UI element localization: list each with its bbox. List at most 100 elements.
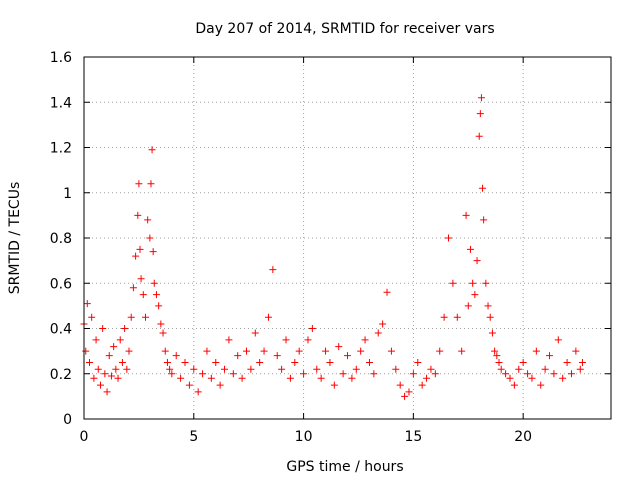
y-tick-label: 0.8 [50, 231, 72, 247]
data-point [123, 365, 131, 373]
y-tick-label: 1 [63, 186, 72, 202]
data-point [242, 347, 250, 355]
data-point [141, 313, 149, 321]
data-point [273, 352, 281, 360]
data-point [118, 358, 126, 366]
data-point [185, 381, 193, 389]
y-tick-label: 1.2 [50, 141, 72, 157]
data-point [466, 245, 474, 253]
data-point [247, 365, 255, 373]
data-point [159, 329, 167, 337]
data-point [469, 279, 477, 287]
data-point [260, 347, 268, 355]
data-point [484, 302, 492, 310]
data-point [383, 288, 391, 296]
data-point [199, 370, 207, 378]
data-point [94, 365, 102, 373]
data-point [229, 370, 237, 378]
data-point [317, 374, 325, 382]
data-point [216, 381, 224, 389]
data-point [112, 365, 120, 373]
data-point [163, 358, 171, 366]
data-point [515, 365, 523, 373]
data-point [546, 352, 554, 360]
data-point [135, 180, 143, 188]
data-point [264, 313, 272, 321]
data-point [121, 325, 129, 332]
tick-layer: 0 0.2 0.4 0.6 0.8 1 1.2 1.4 1.6 0 5 10 15 20 [50, 50, 611, 445]
data-point [92, 336, 100, 344]
y-tick-label: 0.4 [50, 322, 72, 338]
data-point [190, 365, 198, 373]
data-point [532, 347, 540, 355]
data-point [129, 284, 137, 292]
data-point [96, 381, 104, 389]
data-point [144, 216, 152, 224]
data-point [181, 358, 189, 366]
data-point [423, 374, 431, 382]
data-point [506, 374, 514, 382]
data-point [137, 275, 145, 283]
data-point [365, 358, 373, 366]
data-point [116, 336, 124, 344]
data-point [161, 347, 169, 355]
data-point [99, 325, 107, 332]
data-point [352, 365, 360, 373]
data-point [125, 347, 133, 355]
data-point [149, 248, 157, 256]
data-point [537, 381, 545, 389]
data-point [177, 374, 185, 382]
data-point [449, 279, 457, 287]
data-point [110, 343, 118, 351]
data-point [157, 320, 165, 328]
data-point [295, 347, 303, 355]
data-point [427, 365, 435, 373]
data-point [286, 374, 294, 382]
data-point [418, 381, 426, 389]
data-point [462, 211, 470, 219]
grid-layer [84, 57, 611, 419]
data-point [172, 352, 180, 360]
data-point [134, 211, 142, 219]
data-point [269, 266, 277, 274]
y-axis-label: SRMTID / TECUs [7, 182, 23, 295]
data-point [578, 358, 586, 366]
data-point [405, 388, 413, 396]
data-point [132, 252, 140, 260]
y-tick-label: 0 [63, 412, 72, 428]
data-point [491, 347, 499, 355]
data-point [107, 372, 115, 380]
y-tick-label: 0.6 [50, 276, 72, 292]
data-point [510, 381, 518, 389]
data-point [194, 388, 202, 396]
data-point [401, 392, 409, 400]
data-point [519, 358, 527, 366]
data-point [440, 313, 448, 321]
data-point [572, 347, 580, 355]
y-tick-label: 1.6 [50, 50, 72, 66]
data-point [464, 302, 472, 310]
plot-frame [83, 56, 612, 420]
data-point [374, 329, 382, 337]
data-point [282, 336, 290, 344]
data-point [335, 343, 343, 351]
data-point [379, 320, 387, 328]
data-point [554, 336, 562, 344]
data-point [90, 374, 98, 382]
data-point [166, 365, 174, 373]
data-point [152, 291, 160, 299]
data-point [409, 370, 417, 378]
data-point [475, 132, 483, 140]
data-point [482, 279, 490, 287]
data-point [479, 184, 487, 192]
data-point [559, 374, 567, 382]
data-point [146, 234, 154, 242]
data-point [497, 365, 505, 373]
x-axis-label: GPS time / hours [286, 459, 403, 475]
data-point [256, 358, 264, 366]
data-point [502, 370, 510, 378]
x-tick-label: 5 [189, 429, 198, 445]
data-point [234, 352, 242, 360]
data-point [148, 146, 156, 154]
data-point [221, 365, 229, 373]
